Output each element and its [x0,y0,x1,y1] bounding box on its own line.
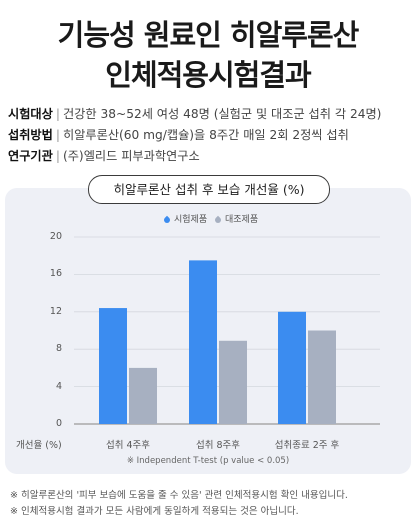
legend-label-test: 시험제품 [174,215,208,225]
info-row-method: 섭취방법 | 히알루론산(60 mg/캡슐)을 8주간 매일 2회 2정씩 섭취 [8,125,349,143]
info-label: 시험대상 [8,107,53,121]
y-tick-label: 20 [49,231,62,242]
legend-label-control: 대조제품 [225,215,259,225]
page-title-line1: 기능성 원료인 히알루론산 [57,18,360,52]
info-label: 연구기관 [8,149,53,163]
legend-item-control: 대조제품 [213,212,259,225]
info-separator: | [55,149,60,163]
info-row-institution: 연구기관 | (주)엘리드 피부과학연구소 [8,146,200,164]
bar-control-product [219,340,247,424]
y-tick-label: 0 [55,418,62,429]
bar-test-product [278,311,306,424]
x-tick-label: 섭취종료 2주 후 [274,440,340,451]
info-separator: | [55,107,60,121]
bar-test-product [189,260,217,424]
footnote: ※ 인체적용시험 결과가 모든 사람에게 동일하게 적용되는 것은 아닙니다. [10,506,299,517]
x-tick-label: 섭취 8주후 [195,440,241,451]
info-separator: | [55,128,60,142]
statistics-note: ※ Independent T-test (p value < 0.05) [126,456,290,466]
bar-test-product [99,308,127,424]
footnote: ※ 히알루론산의 '피부 보습에 도움을 줄 수 있음' 관련 인체적용시험 확… [10,490,348,501]
info-label: 섭취방법 [8,128,53,142]
info-value: 히알루론산(60 mg/캡슐)을 8주간 매일 2회 2정씩 섭취 [62,128,349,142]
y-tick-label: 12 [49,305,62,317]
info-value: (주)엘리드 피부과학연구소 [62,149,200,163]
info-row-subjects: 시험대상 | 건강한 38~52세 여성 48명 (실험군 및 대조군 섭취 각 2… [8,104,381,122]
bar-control-product [129,367,157,424]
x-tick-label: 섭취 4주후 [105,440,151,451]
y-tick-label: 4 [55,380,62,392]
page-title-line2: 인체적용시험결과 [105,58,311,92]
y-tick-label: 16 [49,268,62,280]
bar-control-product [308,330,336,424]
x-axis-label: 개선율 (%) [16,440,62,451]
info-value: 건강한 38~52세 여성 48명 (실험군 및 대조군 섭취 각 24명) [62,107,382,121]
chart-title: 히알루론산 섭취 후 보습 개선율 (%) [88,175,330,204]
y-tick-label: 8 [55,343,62,355]
legend-item-test: 시험제품 [162,212,208,225]
